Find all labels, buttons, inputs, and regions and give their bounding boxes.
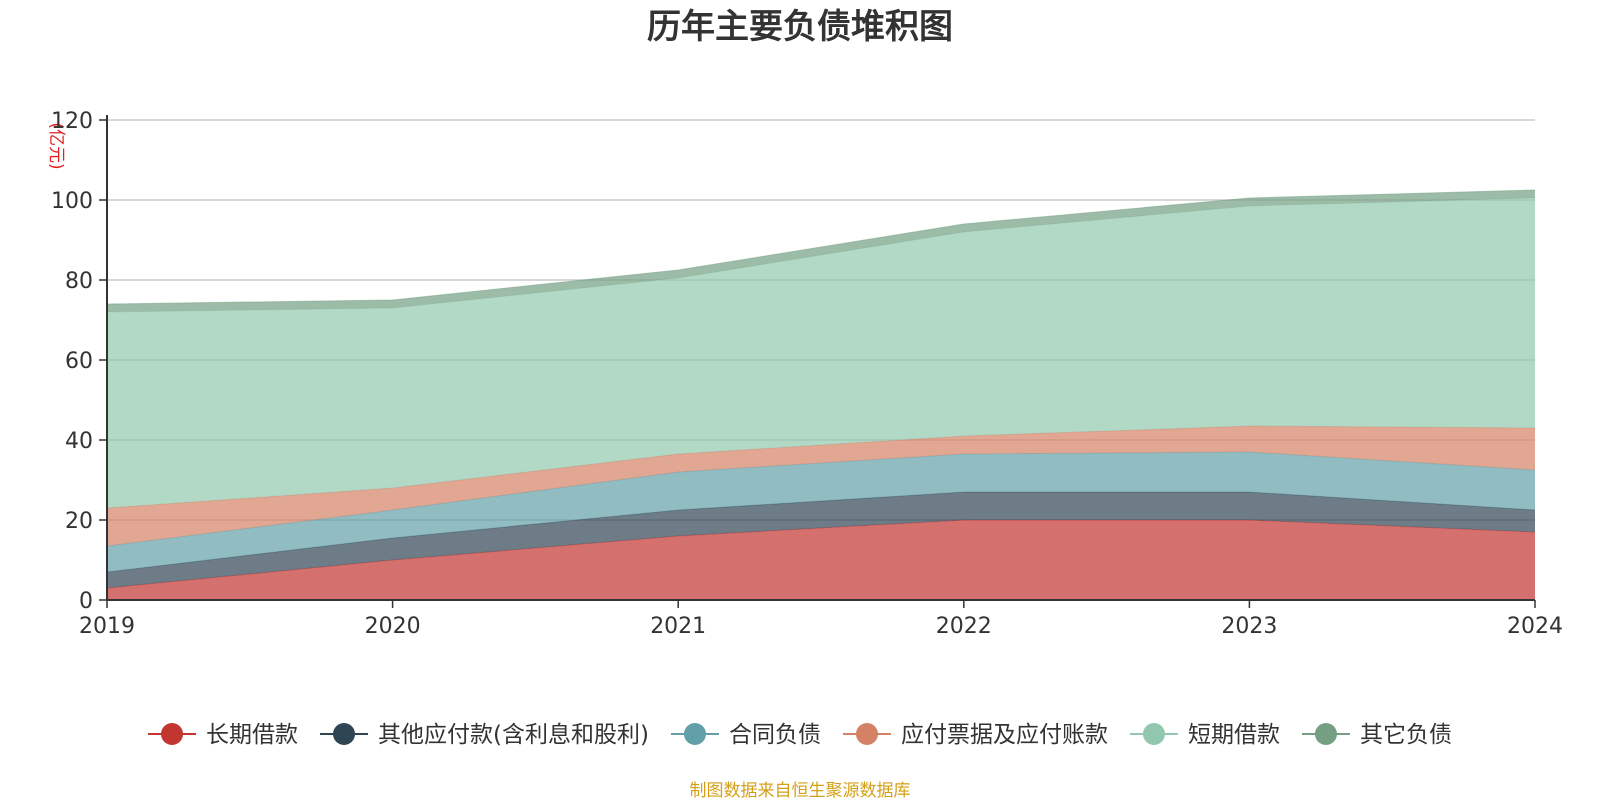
y-tick-label: 0 bbox=[79, 589, 93, 614]
legend-marker bbox=[855, 723, 878, 745]
legend-label: 其他应付款(含利息和股利) bbox=[378, 722, 649, 748]
x-tick-label: 2023 bbox=[1221, 614, 1277, 639]
x-tick-label: 2022 bbox=[936, 614, 992, 639]
legend-item-6: 其它负债 bbox=[1301, 722, 1452, 748]
legend-label: 其它负债 bbox=[1360, 722, 1452, 748]
area-series-5 bbox=[107, 198, 1535, 508]
y-tick-label: 20 bbox=[65, 509, 93, 534]
legend-label: 合同负债 bbox=[729, 722, 821, 748]
y-axis-unit-label: (亿元) bbox=[46, 122, 66, 169]
legend-marker bbox=[1314, 723, 1337, 745]
area-series-3 bbox=[107, 452, 1535, 572]
legend-label: 短期借款 bbox=[1188, 722, 1280, 748]
x-tick-label: 2019 bbox=[79, 614, 135, 639]
area-series-6 bbox=[107, 190, 1535, 312]
legend: 长期借款 其他应付款(含利息和股利) 合同负债 应付票据及应付账款 短期借款 其它负债 bbox=[148, 722, 1452, 748]
source-note: 制图数据来自恒生聚源数据库 bbox=[690, 781, 911, 800]
x-tick-label: 2020 bbox=[365, 614, 421, 639]
legend-label: 应付票据及应付账款 bbox=[901, 722, 1108, 748]
legend-label: 长期借款 bbox=[206, 722, 298, 748]
y-tick-label: 80 bbox=[65, 269, 93, 294]
area-series-4 bbox=[107, 426, 1535, 546]
x-tick-label: 2024 bbox=[1507, 614, 1563, 639]
legend-item-5: 短期借款 bbox=[1129, 722, 1280, 748]
area-series-layer bbox=[106, 189, 1536, 600]
y-tick-label: 100 bbox=[51, 189, 93, 214]
legend-item-3: 合同负债 bbox=[670, 722, 821, 748]
legend-marker bbox=[333, 723, 356, 745]
legend-item-2: 其他应付款(含利息和股利) bbox=[320, 722, 649, 748]
y-tick-label: 120 bbox=[51, 109, 93, 134]
legend-item-1: 长期借款 bbox=[148, 722, 298, 748]
line-series-6 bbox=[106, 189, 1536, 305]
legend-item-4: 应付票据及应付账款 bbox=[842, 722, 1108, 748]
legend-marker bbox=[683, 723, 706, 745]
y-tick-label: 40 bbox=[65, 429, 93, 454]
legend-marker bbox=[161, 723, 184, 745]
area-series-1 bbox=[107, 520, 1535, 600]
axes: 0 20 40 60 80 100 120 2019 2020 2021 2022 2023 2024 bbox=[51, 109, 1563, 639]
legend-marker bbox=[1142, 723, 1165, 745]
x-tick-label: 2021 bbox=[650, 614, 706, 639]
area-series-2 bbox=[107, 492, 1535, 588]
chart-title: 历年主要负债堆积图 bbox=[647, 7, 953, 47]
y-tick-label: 60 bbox=[65, 349, 93, 374]
